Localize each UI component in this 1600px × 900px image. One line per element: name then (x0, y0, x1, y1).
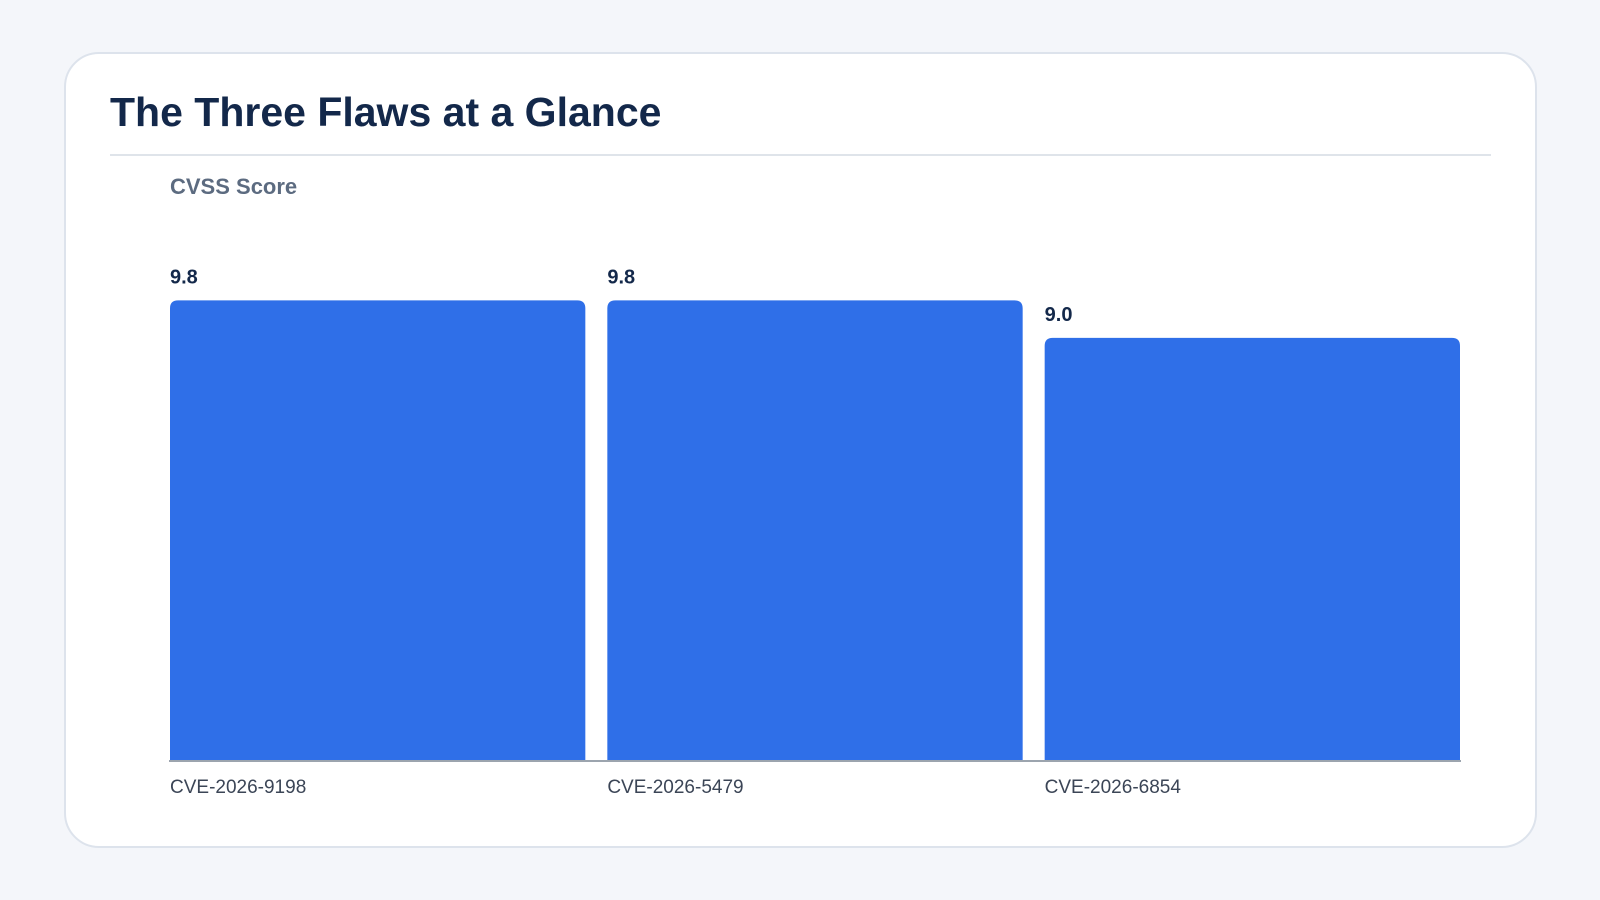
value-label: 9.8 (170, 267, 198, 289)
value-label: 9.8 (607, 267, 635, 289)
value-label: 9.0 (1045, 304, 1073, 326)
bar (607, 300, 1023, 760)
x-tick-label: CVE-2026-9198 (170, 777, 306, 798)
x-tick-label: CVE-2026-5479 (607, 777, 743, 798)
chart-title: The Three Flaws at a Glance (110, 89, 661, 135)
axis-label: CVSS Score (170, 174, 297, 199)
bar (1044, 337, 1460, 760)
x-tick-label: CVE-2026-6854 (1045, 777, 1182, 798)
bar (170, 300, 586, 760)
